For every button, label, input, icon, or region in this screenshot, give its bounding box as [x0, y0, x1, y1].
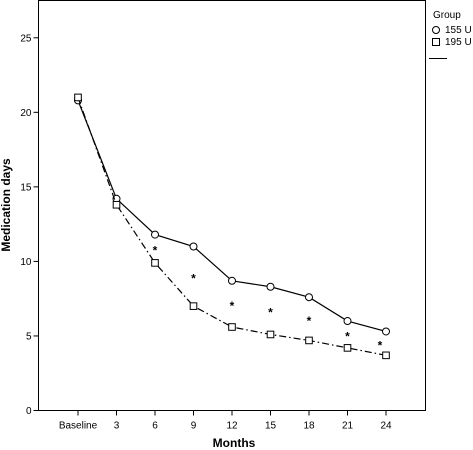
data-point-square — [228, 323, 236, 331]
data-point-square — [382, 351, 390, 360]
y-tick-label: 20 — [20, 108, 32, 119]
data-point-square — [305, 336, 313, 345]
plot-frame — [38, 0, 426, 411]
legend-marker-circle — [432, 26, 440, 34]
data-point-circle — [151, 230, 159, 239]
significance-asterisk: * — [378, 338, 383, 352]
data-point-circle — [343, 317, 352, 326]
x-tick-label: 6 — [152, 421, 158, 432]
significance-asterisk: * — [268, 306, 273, 320]
significance-asterisk: * — [307, 314, 312, 328]
series-layer — [74, 93, 390, 360]
x-tick-label: 24 — [380, 421, 392, 432]
x-axis-title: Months — [213, 436, 256, 450]
y-tick-label: 25 — [20, 33, 32, 44]
legend-label: 195 U — [445, 37, 472, 48]
x-tick-label: Baseline — [59, 421, 98, 432]
data-point-square — [266, 330, 275, 339]
data-point-square — [151, 259, 159, 267]
x-tick-label: 21 — [342, 421, 354, 432]
y-tick-label: 15 — [20, 182, 32, 193]
y-tick-label: 10 — [20, 257, 32, 268]
y-axis-title: Medication days — [0, 158, 13, 252]
data-point-circle — [382, 327, 390, 336]
x-axis: Baseline 3 6 9 12 15 18 21 24 — [59, 410, 392, 432]
data-point-square — [189, 302, 198, 310]
significance-asterisk: * — [230, 299, 235, 313]
x-tick-label: 15 — [265, 421, 277, 432]
x-tick-label: 9 — [191, 421, 197, 432]
y-axis: 0 5 10 15 20 25 — [20, 33, 39, 417]
legend-label: 155 U — [445, 25, 472, 36]
x-tick-label: 18 — [303, 421, 315, 432]
significance-asterisk: * — [345, 329, 350, 343]
series-line-2 — [77, 97, 387, 356]
significance-marks: * * * * * * * — [153, 244, 383, 353]
legend-marker-square — [432, 38, 440, 46]
series-line-1 — [77, 100, 387, 333]
significance-asterisk: * — [191, 271, 196, 285]
significance-asterisk: * — [153, 244, 158, 258]
data-point-circle — [305, 293, 313, 302]
data-point-circle — [266, 282, 275, 291]
data-point-square — [112, 200, 121, 209]
legend-title: Group — [433, 10, 461, 21]
x-tick-label: 3 — [114, 421, 120, 432]
data-point-square — [74, 93, 82, 102]
y-tick-label: 0 — [26, 406, 32, 417]
data-point-circle — [189, 242, 198, 251]
data-point-square — [343, 344, 352, 352]
y-tick-label: 5 — [26, 331, 32, 342]
data-point-circle — [228, 276, 236, 285]
x-tick-label: 12 — [226, 421, 238, 432]
